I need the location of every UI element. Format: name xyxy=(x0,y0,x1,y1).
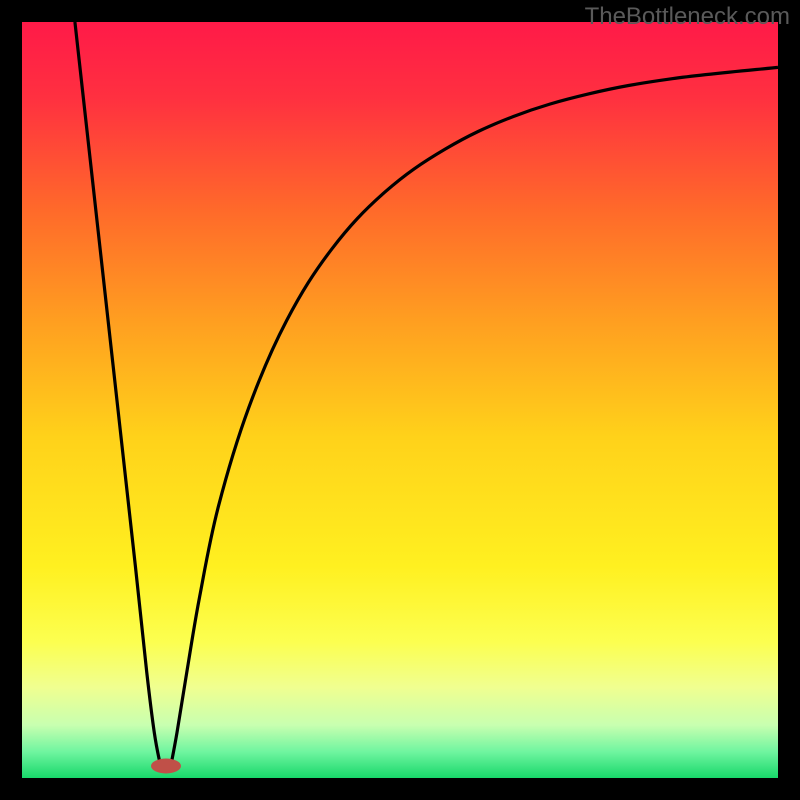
curve-left-branch xyxy=(75,22,160,765)
watermark-text: TheBottleneck.com xyxy=(585,3,790,31)
plot-area xyxy=(22,22,778,778)
curve-right-branch xyxy=(171,67,778,765)
curve-svg xyxy=(22,22,778,778)
minimum-marker xyxy=(151,758,181,773)
chart-container: TheBottleneck.com xyxy=(0,0,800,800)
